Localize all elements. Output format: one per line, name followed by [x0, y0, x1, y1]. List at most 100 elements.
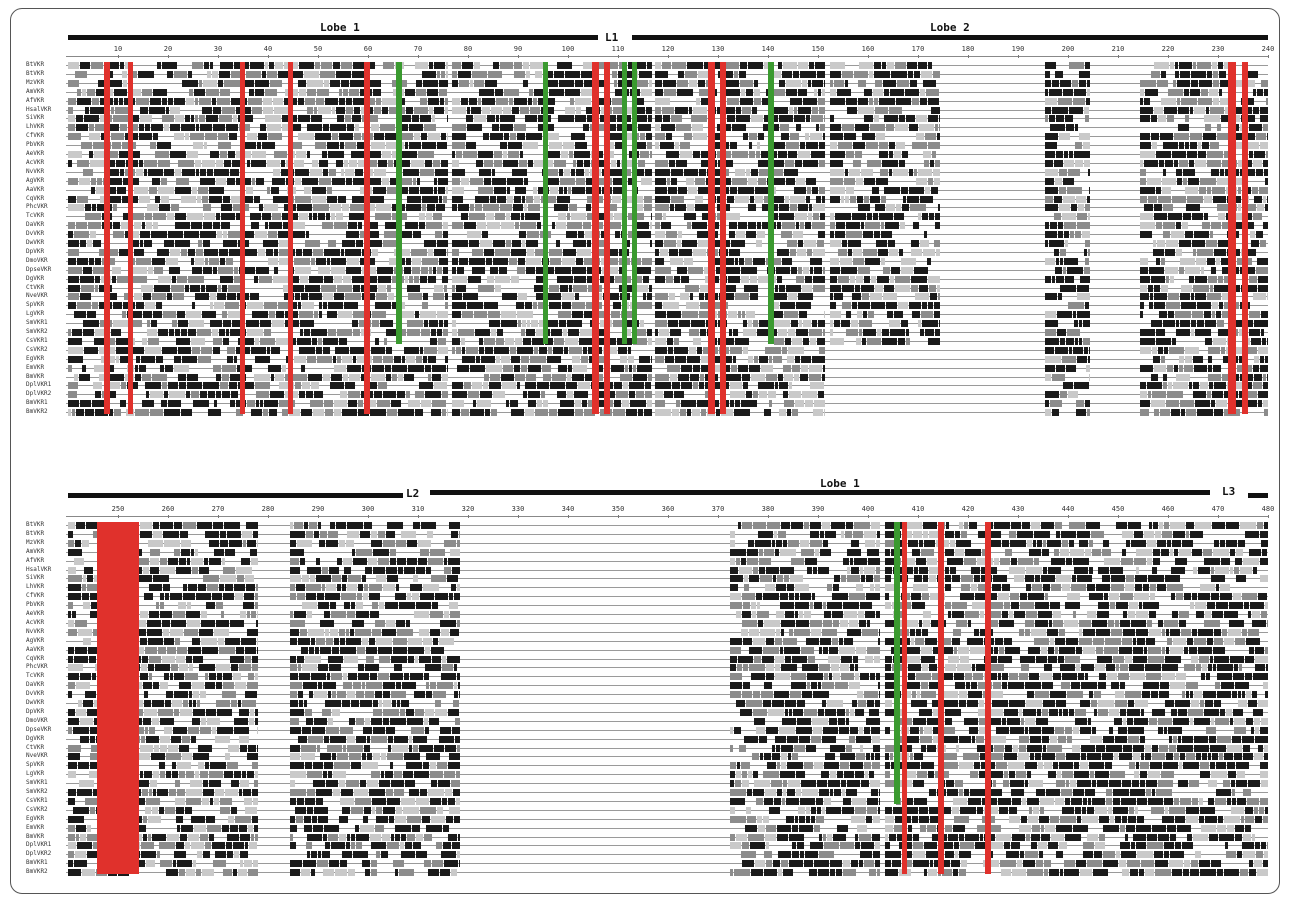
alignment-block — [155, 195, 160, 203]
alignment-block — [1086, 364, 1090, 372]
alignment-block — [1166, 240, 1178, 247]
alignment-block — [258, 248, 265, 256]
alignment-block — [520, 151, 523, 158]
alignment-block — [1156, 186, 1161, 194]
alignment-block — [154, 284, 170, 292]
alignment-block — [492, 177, 506, 185]
alignment-block — [171, 284, 184, 292]
alignment-block — [406, 257, 411, 265]
alignment-block — [311, 637, 315, 645]
alignment-block — [1214, 539, 1219, 547]
alignment-block — [774, 293, 787, 301]
alignment-block — [725, 266, 740, 274]
alignment-block — [290, 691, 297, 699]
alignment-block — [1171, 593, 1175, 601]
alignment-block — [279, 257, 293, 265]
alignment-block — [1257, 204, 1264, 212]
alignment-block — [68, 593, 81, 601]
alignment-block — [830, 320, 833, 328]
alignment-block — [470, 79, 473, 87]
alignment-block — [655, 409, 671, 417]
alignment-block — [153, 522, 159, 529]
alignment-block — [68, 682, 75, 690]
alignment-block — [345, 248, 361, 256]
alignment-block — [1000, 557, 1010, 565]
alignment-block — [1129, 664, 1144, 672]
alignment-block — [178, 159, 194, 167]
alignment-block — [754, 655, 761, 663]
alignment-block — [254, 373, 270, 381]
alignment-block — [452, 248, 459, 256]
alignment-block — [629, 391, 635, 399]
alignment-block — [1179, 364, 1183, 372]
alignment-block — [175, 115, 184, 123]
alignment-block — [1151, 133, 1159, 141]
alignment-block — [151, 124, 163, 132]
alignment-block — [779, 213, 794, 221]
alignment-block — [207, 70, 211, 78]
alignment-block — [1193, 284, 1209, 292]
alignment-block — [68, 204, 84, 212]
alignment-block — [383, 62, 394, 69]
sequence-name: MzVKR — [26, 78, 45, 86]
alignment-block — [1195, 400, 1210, 408]
alignment-block — [119, 248, 133, 256]
alignment-block — [1105, 637, 1121, 645]
lobe-bar — [68, 35, 598, 40]
alignment-block — [390, 177, 400, 185]
alignment-block — [1166, 400, 1179, 408]
alignment-block — [1234, 222, 1244, 230]
ruler-tick — [118, 55, 119, 58]
alignment-block — [1212, 302, 1218, 310]
alignment-block — [884, 186, 900, 194]
alignment-block — [802, 691, 812, 699]
sequence-name: EmVKR — [26, 363, 45, 371]
alignment-block — [372, 602, 378, 610]
alignment-block — [428, 557, 443, 565]
alignment-block — [365, 691, 374, 699]
alignment-block — [929, 575, 936, 583]
alignment-block — [1214, 382, 1226, 390]
alignment-block — [830, 79, 833, 87]
alignment-block — [292, 70, 303, 78]
alignment-block — [221, 222, 230, 230]
ruler-number: 80 — [463, 45, 473, 53]
alignment-block — [844, 611, 857, 618]
alignment-block — [419, 222, 425, 230]
alignment-block — [164, 124, 169, 132]
alignment-block — [729, 248, 740, 256]
alignment-block — [68, 602, 73, 610]
alignment-block — [1198, 566, 1210, 574]
alignment-block — [161, 195, 169, 203]
alignment-block — [422, 204, 426, 212]
alignment-block — [1214, 628, 1221, 636]
alignment-block — [861, 284, 874, 292]
alignment-block — [1135, 575, 1147, 583]
conserved-column-green — [768, 62, 774, 344]
alignment-block — [623, 329, 631, 336]
alignment-block — [391, 400, 401, 408]
alignment-block — [1083, 320, 1090, 328]
alignment-block — [431, 409, 441, 417]
alignment-block — [90, 231, 96, 239]
ruler-tick — [618, 515, 619, 518]
alignment-block — [491, 409, 497, 417]
alignment-block — [327, 673, 330, 681]
alignment-block — [427, 530, 433, 538]
alignment-block — [519, 159, 527, 167]
alignment-block — [192, 302, 195, 310]
alignment-block — [1096, 584, 1110, 592]
alignment-block — [836, 222, 845, 230]
alignment-block — [1045, 337, 1059, 345]
alignment-block — [366, 682, 382, 690]
alignment-block — [243, 151, 251, 158]
alignment-block — [742, 373, 750, 381]
alignment-block — [1045, 204, 1058, 212]
alignment-block — [68, 222, 75, 230]
alignment-block — [629, 364, 632, 372]
alignment-block — [110, 79, 122, 87]
alignment-block — [390, 557, 396, 565]
alignment-block — [425, 391, 441, 399]
alignment-block — [730, 557, 735, 565]
alignment-block — [230, 655, 244, 663]
